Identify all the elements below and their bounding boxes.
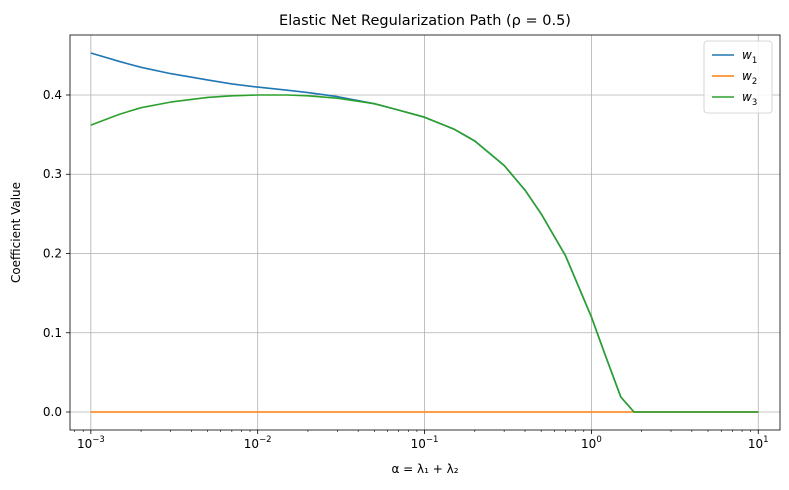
x-tick-exponent: −3 — [92, 435, 105, 445]
x-tick-exponent: 0 — [596, 435, 601, 445]
x-tick-base: 10 — [77, 437, 92, 451]
x-tick-exponent: 1 — [763, 435, 768, 445]
x-tick-exponent: −1 — [426, 435, 439, 445]
x-tick-base: 10 — [748, 437, 763, 451]
x-tick-base: 10 — [244, 437, 259, 451]
y-tick-label: 0.1 — [43, 326, 62, 340]
y-tick-label: 0.3 — [43, 167, 62, 181]
legend-box — [703, 40, 773, 114]
series-line-w3 — [90, 94, 759, 413]
x-tick-label: 10−1 — [411, 435, 439, 451]
x-tick-label: 101 — [748, 435, 769, 451]
legend-label: w1 — [742, 48, 757, 66]
x-tick-exponent: −2 — [259, 435, 272, 445]
legend: w1 w2 w3 — [703, 40, 773, 114]
x-tick-label: 10−2 — [244, 435, 272, 451]
y-axis-label: Coefficient Value — [9, 182, 23, 283]
chart-title: Elastic Net Regularization Path (ρ = 0.5… — [279, 13, 571, 29]
x-axis-label: α = λ₁ + λ₂ — [391, 462, 458, 476]
y-tick-label: 0.4 — [43, 88, 62, 102]
y-tick-label: 0.0 — [43, 405, 62, 419]
x-tick-base: 10 — [581, 437, 596, 451]
y-tick-label: 0.2 — [43, 247, 62, 261]
x-tick-base: 10 — [411, 437, 426, 451]
legend-label: w3 — [742, 90, 757, 108]
legend-label: w2 — [742, 69, 757, 87]
series-lines — [90, 52, 759, 413]
plot-frame — [69, 34, 781, 431]
x-tick-label: 100 — [581, 435, 602, 451]
x-tick-label: 10−3 — [77, 435, 105, 451]
